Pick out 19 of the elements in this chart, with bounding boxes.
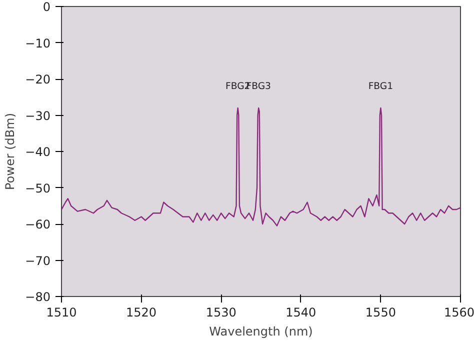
x-tick-label: 1540 (286, 306, 316, 320)
x-tick-label: 1520 (126, 306, 157, 320)
line-series (62, 107, 460, 226)
x-tick-label: 1510 (46, 306, 77, 320)
y-tick-label: −80 (25, 290, 51, 304)
y-axis-title: Power (dBm) (3, 113, 18, 190)
y-tick-label: −40 (25, 145, 51, 159)
y-tick-label: −10 (25, 36, 51, 50)
y-tick-label: −60 (25, 218, 51, 232)
y-tick-label: −50 (25, 181, 51, 196)
y-tick-label: −70 (25, 254, 51, 268)
y-tick-label: −20 (25, 72, 51, 86)
y-tick-label: −30 (25, 108, 51, 123)
annotation: FBG1 (368, 81, 394, 92)
x-tick-label: 1560 (444, 306, 474, 320)
y-tick-label: 0 (42, 0, 51, 14)
x-tick-label: 1530 (206, 306, 236, 320)
x-tick-label: 1550 (365, 306, 396, 320)
x-axis-title: Wavelength (nm) (209, 324, 313, 338)
